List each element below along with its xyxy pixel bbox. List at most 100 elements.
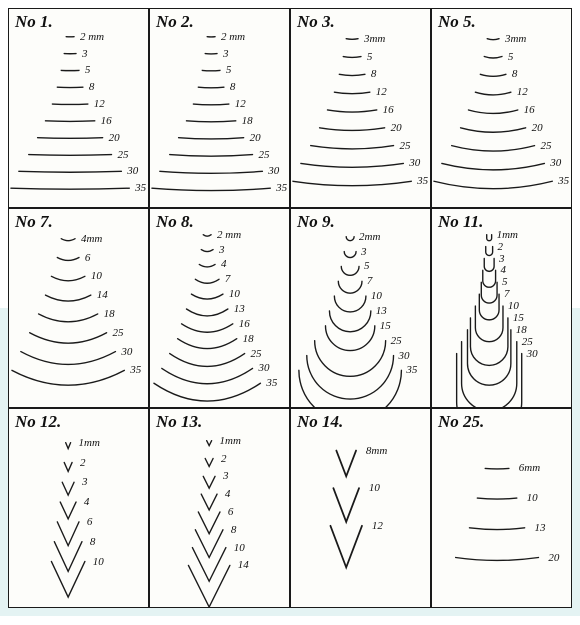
size-label: 12 — [235, 99, 246, 110]
size-label: 2 — [80, 458, 86, 469]
size-label: 30 — [268, 166, 279, 177]
size-label: 18 — [104, 309, 115, 320]
gouge-profile — [486, 247, 493, 256]
size-label: 5 — [502, 277, 508, 288]
size-label: 8 — [89, 82, 95, 93]
cell-no1: No 1.2 mm358121620253035 — [8, 8, 149, 208]
size-label: 8 — [512, 69, 518, 80]
gouge-profile — [51, 276, 85, 280]
size-label: 1mm — [497, 230, 518, 241]
gouge-profile — [195, 279, 219, 283]
gouge-profile — [154, 383, 260, 401]
gouge-profile — [60, 502, 76, 519]
size-label: 10 — [369, 483, 380, 494]
size-label: 30 — [121, 347, 132, 358]
gouge-profile — [327, 110, 376, 112]
size-label: 25 — [391, 336, 402, 347]
gouge-profile — [170, 155, 253, 157]
gouge-profile — [170, 354, 245, 367]
gouge-profile — [442, 163, 545, 169]
gouge-profile — [480, 74, 506, 76]
size-label: 7 — [504, 289, 510, 300]
size-label: 6 — [85, 253, 91, 264]
size-label: 20 — [109, 133, 120, 144]
size-label: 18 — [242, 116, 253, 127]
gouge-profile — [199, 264, 215, 266]
size-label: 2 — [498, 242, 504, 253]
size-label: 30 — [258, 363, 269, 374]
size-label: 35 — [276, 183, 287, 194]
gouge-profile — [64, 462, 72, 471]
gouge-profile — [461, 128, 526, 132]
gouge-profile — [329, 311, 370, 332]
size-label: 7 — [367, 276, 373, 287]
gouge-profile — [179, 138, 244, 139]
gouge-profile — [51, 561, 85, 597]
size-label: 18 — [243, 334, 254, 345]
gouge-profile — [21, 352, 116, 365]
gouge-profile — [307, 356, 394, 400]
cell-no11: No 11.1mm234571015182530 — [431, 208, 572, 408]
size-label: 35 — [135, 183, 146, 194]
gouge-profile — [315, 341, 386, 377]
size-label: 10 — [508, 301, 519, 312]
gouge-profile — [487, 235, 492, 241]
size-label: 3mm — [505, 34, 526, 45]
gouge-profile — [203, 476, 215, 488]
gouge-profile — [483, 270, 496, 287]
size-label: 35 — [417, 176, 428, 187]
cell-no8: No 8.2 mm34710131618253035 — [149, 208, 290, 408]
gouge-profile — [326, 326, 375, 351]
gouge-profile — [301, 163, 404, 167]
gouge-profile — [11, 188, 129, 189]
size-label: 30 — [550, 158, 561, 169]
size-label: 4 — [225, 489, 231, 500]
gouge-profile — [484, 57, 502, 58]
size-label: 20 — [250, 133, 261, 144]
size-label: 2mm — [359, 232, 380, 243]
size-label: 10 — [371, 291, 382, 302]
size-label: 12 — [376, 87, 387, 98]
size-label: 25 — [251, 349, 262, 360]
profile-drawing — [291, 9, 430, 207]
size-label: 4 — [501, 265, 507, 276]
size-label: 14 — [238, 560, 249, 571]
cell-title: No 8. — [156, 212, 194, 232]
gouge-profile — [336, 451, 356, 477]
size-label: 10 — [229, 289, 240, 300]
gouge-profile — [38, 138, 103, 139]
cell-no7: No 7.4mm6101418253035 — [8, 208, 149, 408]
size-label: 10 — [91, 271, 102, 282]
size-label: 5 — [364, 261, 370, 272]
size-label: 12 — [94, 99, 105, 110]
cell-title: No 2. — [156, 12, 194, 32]
size-label: 3 — [223, 49, 229, 60]
size-label: 3 — [82, 49, 88, 60]
size-label: 16 — [524, 105, 535, 116]
gouge-profile — [57, 522, 79, 546]
cell-no3: No 3.3mm58121620253035 — [290, 8, 431, 208]
size-label: 5 — [226, 65, 232, 76]
cell-title: No 7. — [15, 212, 53, 232]
size-label: 20 — [548, 553, 559, 564]
size-label: 4 — [84, 497, 90, 508]
size-label: 30 — [527, 349, 538, 360]
cell-title: No 11. — [438, 212, 483, 232]
gouge-profile — [12, 370, 124, 385]
gouge-profile — [62, 482, 74, 495]
cell-title: No 5. — [438, 12, 476, 32]
gouge-profile — [201, 250, 213, 252]
cell-no25: No 25.6mm101320 — [431, 408, 572, 608]
size-label: 10 — [527, 493, 538, 504]
size-label: 8mm — [366, 446, 387, 457]
size-label: 20 — [391, 123, 402, 134]
gouge-profile — [320, 128, 385, 131]
gouge-profile — [201, 494, 217, 510]
size-label: 16 — [239, 319, 250, 330]
gouge-profile — [30, 333, 107, 343]
cell-no13: No 13.1mm234681014 — [149, 408, 290, 608]
gouge-profile — [330, 526, 362, 568]
size-label: 5 — [508, 52, 514, 63]
gouge-profile — [178, 339, 237, 349]
gouge-profile — [343, 57, 361, 58]
